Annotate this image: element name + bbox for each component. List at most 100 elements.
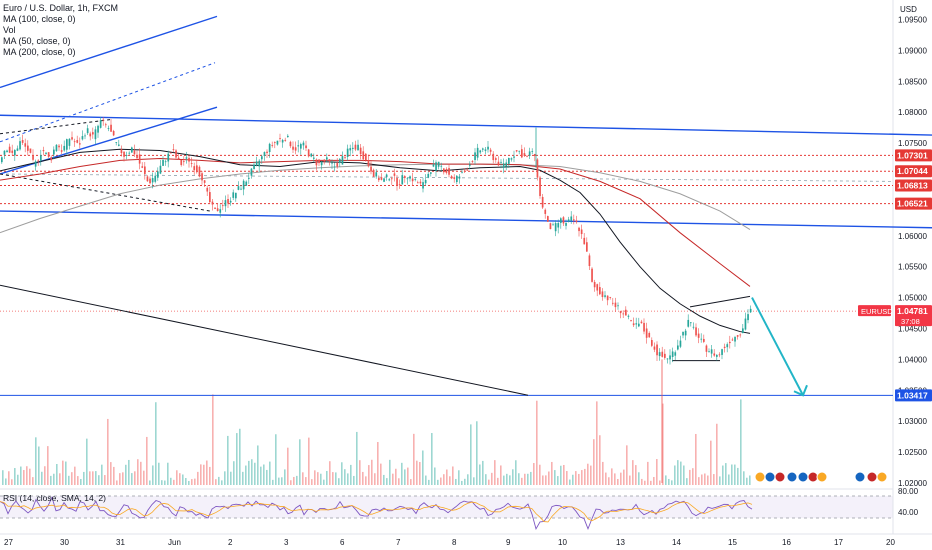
volume-bar — [587, 463, 589, 485]
x-tick-label: 31 — [116, 538, 125, 547]
candle-body — [749, 308, 752, 313]
candle — [81, 130, 84, 141]
candle — [658, 348, 661, 361]
candle-body — [630, 320, 632, 321]
volume-bar — [356, 431, 358, 485]
volume-bar — [428, 479, 430, 485]
candle-body — [224, 200, 227, 207]
volume-bar — [683, 465, 685, 485]
candle — [424, 174, 427, 186]
volume-bar — [713, 474, 715, 485]
candle — [591, 267, 593, 283]
candle-body — [24, 143, 27, 147]
volume-bar — [98, 475, 100, 485]
candle-body — [307, 149, 310, 157]
candle — [180, 159, 183, 167]
candle — [458, 174, 461, 184]
candle-body — [648, 332, 651, 338]
candle — [385, 173, 388, 181]
event-flag-icon — [866, 471, 878, 483]
candle — [445, 167, 448, 175]
volume-bar — [266, 469, 268, 485]
y-tick-label: 1.09000 — [898, 46, 927, 55]
candle-body — [151, 178, 154, 183]
candle — [528, 147, 531, 160]
candle — [235, 192, 237, 202]
volume-bar — [617, 478, 619, 485]
candle — [526, 155, 528, 158]
candle — [523, 147, 526, 157]
currency-label: USD — [900, 5, 917, 14]
volume-bar — [524, 473, 526, 485]
candle-body — [242, 180, 245, 190]
x-tick-label: 13 — [616, 538, 625, 547]
candle — [448, 163, 450, 178]
candle — [196, 159, 198, 174]
volume-bar — [437, 479, 439, 485]
candle-body — [320, 162, 323, 166]
volume-bar — [137, 459, 139, 485]
candle — [27, 140, 29, 156]
volume-bar — [473, 477, 475, 485]
candle — [289, 140, 292, 149]
candle — [687, 314, 690, 328]
volume-bar — [209, 466, 211, 485]
volume-bar — [548, 471, 550, 485]
volume-bar — [392, 473, 394, 485]
candle-body — [739, 334, 742, 336]
candle-body — [313, 157, 315, 159]
candle-body — [240, 188, 242, 190]
volume-bar — [68, 475, 70, 485]
candle — [570, 211, 573, 224]
volume-bar — [749, 475, 751, 485]
candle — [146, 175, 149, 182]
candle-body — [401, 175, 404, 185]
volume-bar — [590, 465, 592, 485]
volume-bar — [395, 468, 397, 485]
candle-body — [430, 172, 432, 174]
volume-bar — [605, 472, 607, 485]
candle-body — [209, 192, 211, 203]
event-flag-icon — [754, 471, 766, 483]
volume-bar — [59, 473, 61, 485]
volume-bar — [335, 472, 337, 485]
candle — [391, 176, 393, 185]
candle-body — [723, 346, 726, 349]
volume-bar — [239, 428, 241, 485]
volume-bar — [215, 479, 217, 485]
volume-bar — [464, 478, 466, 485]
y-tick-label: 1.03000 — [898, 417, 927, 426]
candle-body — [521, 149, 523, 158]
candle — [513, 150, 515, 163]
candle-body — [157, 171, 159, 178]
volume-bar — [545, 475, 547, 485]
volume-bar — [539, 464, 541, 485]
candle-body — [370, 166, 372, 172]
y-tick-label: 1.05500 — [898, 263, 927, 272]
candle — [284, 137, 287, 142]
candle — [68, 138, 71, 150]
candle-body — [391, 178, 393, 180]
candle-body — [614, 302, 617, 308]
volume-bar — [128, 459, 130, 485]
candle-body — [658, 352, 661, 357]
candle — [276, 140, 279, 146]
candle — [708, 348, 710, 353]
candle-body — [183, 161, 185, 163]
volume-bar — [167, 462, 169, 485]
candle — [141, 162, 144, 169]
trendline — [0, 15, 218, 89]
candle — [138, 148, 141, 170]
volume-bar — [44, 466, 46, 485]
candle-body — [528, 151, 531, 157]
candle-body — [287, 135, 289, 138]
candle — [547, 215, 549, 222]
candle-body — [1, 157, 3, 163]
candle-body — [664, 353, 666, 358]
candle-body — [81, 136, 84, 140]
candle-body — [669, 355, 671, 360]
candle-body — [736, 335, 739, 337]
volume-bar — [257, 445, 259, 485]
candle-body — [71, 137, 73, 140]
